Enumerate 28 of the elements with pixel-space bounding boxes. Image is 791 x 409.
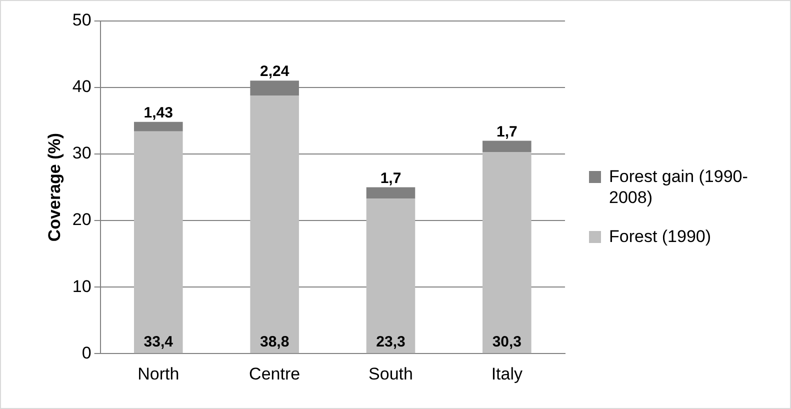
- bar: [482, 140, 532, 152]
- y-tick-label: 0: [82, 343, 92, 362]
- data-label: 1,43: [144, 104, 173, 122]
- bar: [250, 96, 299, 354]
- bar: [134, 131, 183, 354]
- data-label: 33,4: [144, 334, 174, 351]
- legend-label: Forest gain (1990-2008): [609, 166, 749, 208]
- bar: [134, 122, 183, 132]
- data-label: 1,7: [380, 170, 402, 187]
- y-tick-label: 10: [72, 276, 92, 296]
- legend-label: Forest (1990): [609, 226, 712, 247]
- x-tick-label: Italy: [491, 364, 523, 384]
- bar: [366, 198, 416, 354]
- x-tick-label: South: [368, 364, 413, 384]
- y-tick-label: 20: [72, 210, 92, 230]
- bar: [482, 152, 532, 354]
- x-tick-label: North: [138, 364, 180, 384]
- y-tick-label: 40: [72, 77, 92, 96]
- data-label: 2,24: [260, 63, 290, 80]
- data-label: 1,7: [496, 123, 518, 140]
- data-label: 23,3: [376, 334, 406, 351]
- bar: [366, 187, 416, 199]
- y-axis-title: Coverage (%): [44, 132, 64, 242]
- y-tick-label: 50: [72, 10, 92, 30]
- x-tick-label: Centre: [249, 364, 300, 384]
- data-label: 30,3: [492, 334, 522, 351]
- data-label: 38,8: [260, 334, 290, 351]
- y-tick-label: 30: [72, 144, 92, 163]
